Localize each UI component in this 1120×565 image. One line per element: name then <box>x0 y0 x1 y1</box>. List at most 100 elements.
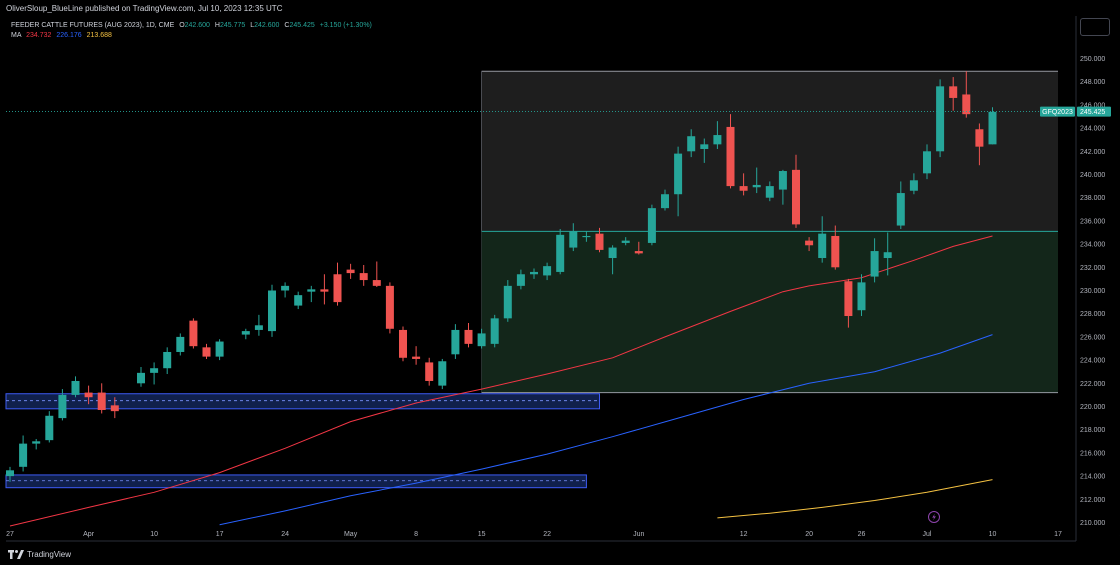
candle <box>909 173 918 195</box>
ma1-value: 234.732 <box>26 32 52 39</box>
zone-blue-box-lower <box>5 474 587 489</box>
candle <box>137 367 145 387</box>
candle-body <box>372 280 381 286</box>
candle <box>726 114 735 189</box>
candle-body <box>752 184 761 188</box>
price-tick-label: 218.000 <box>1080 427 1105 434</box>
candle-body <box>281 285 290 291</box>
ma-line-1 <box>9 235 993 527</box>
time-tick-label: 15 <box>478 531 486 538</box>
candle <box>634 241 643 255</box>
candle-body <box>647 208 656 243</box>
price-tick-label: 240.000 <box>1080 172 1105 179</box>
time-tick-label: Apr <box>83 531 95 538</box>
open-value: 242.600 <box>184 22 210 29</box>
candle-body <box>254 325 263 330</box>
candle <box>870 238 879 283</box>
candle <box>765 181 774 202</box>
candle <box>45 411 54 443</box>
candle <box>569 223 578 252</box>
price-tick-label: 246.000 <box>1080 102 1105 109</box>
last-price-tag-box <box>1077 106 1111 117</box>
candle-body <box>71 380 80 395</box>
time-axis[interactable]: 27Apr101724May81522Jun122026Jul1017242 <box>6 531 1120 538</box>
ma-label[interactable]: MA <box>11 32 22 39</box>
candle <box>831 225 840 270</box>
candle <box>268 284 276 337</box>
candle <box>19 435 28 472</box>
zone-upper-range <box>481 71 1059 232</box>
candle <box>949 77 958 111</box>
time-tick-label: 10 <box>989 531 997 538</box>
price-tick-label: 248.000 <box>1080 79 1105 86</box>
candle <box>333 262 342 306</box>
candle <box>595 227 604 253</box>
candle <box>792 154 800 228</box>
candle-body <box>975 129 984 147</box>
candle-body <box>726 126 735 187</box>
candle-body <box>320 289 329 292</box>
candle-body <box>19 443 28 467</box>
lightning-icon[interactable] <box>928 511 940 523</box>
candle <box>346 263 355 279</box>
candle <box>438 358 447 390</box>
price-chart[interactable]: 210.000 212.000 214.000 216.000 218.000 220.0… <box>0 0 1120 546</box>
candle <box>739 173 748 196</box>
publish-info: OliverSloup_BlueLine published on Tradin… <box>0 0 1120 16</box>
candle-body <box>97 392 106 410</box>
candle-body <box>359 273 368 281</box>
candle-body <box>215 341 224 357</box>
time-tick-label: 12 <box>740 531 748 538</box>
candle-body <box>844 281 853 317</box>
candle <box>97 383 106 414</box>
candle <box>883 232 892 276</box>
chart-settings-button[interactable] <box>1080 18 1110 36</box>
candle <box>202 343 211 359</box>
high-label: H <box>214 22 220 29</box>
candle-body <box>543 266 552 276</box>
candle-body <box>582 235 591 238</box>
price-tick-label: 214.000 <box>1080 474 1105 481</box>
candle-body <box>661 194 669 209</box>
candle <box>778 169 787 205</box>
time-tick-label: 20 <box>805 531 813 538</box>
time-tick-label: 27 <box>6 531 14 538</box>
price-tick-label: 238.000 <box>1080 195 1105 202</box>
candle <box>962 71 971 118</box>
price-tick-label: 242.000 <box>1080 149 1105 156</box>
candle <box>176 333 185 356</box>
zone-lower-range <box>481 231 1059 393</box>
candle <box>896 181 905 230</box>
time-tick-label: May <box>344 531 358 538</box>
candle-body <box>268 290 276 332</box>
price-axis[interactable]: 210.000 212.000 214.000 216.000 218.000 220.0… <box>1080 56 1105 527</box>
candle-body <box>163 351 172 369</box>
candle <box>307 285 316 303</box>
candle <box>556 229 565 275</box>
candle <box>110 397 119 419</box>
candle <box>320 274 329 305</box>
symbol-title[interactable]: FEEDER CATTLE FUTURES (AUG 2023), 1D, CM… <box>11 22 175 29</box>
candle-body <box>110 405 119 412</box>
candle <box>752 167 761 194</box>
candle <box>516 269 525 290</box>
candle-body <box>490 318 499 344</box>
price-tick-label: 220.000 <box>1080 404 1105 411</box>
candle-body <box>241 331 250 335</box>
candle-body <box>202 347 211 357</box>
high-value: 245.775 <box>219 22 246 29</box>
candle-body <box>687 136 696 152</box>
zone-blue-box-upper <box>5 393 600 410</box>
candle <box>359 264 368 286</box>
chart-legend: FEEDER CATTLE FUTURES (AUG 2023), 1D, CM… <box>11 21 372 41</box>
candle-body <box>451 329 460 355</box>
time-tick-label: 8 <box>414 531 418 538</box>
ma2-value: 226.176 <box>56 32 82 39</box>
candle <box>294 291 303 310</box>
candle <box>163 347 172 375</box>
candle-body <box>503 285 512 319</box>
candle <box>477 328 486 349</box>
candle-body <box>150 368 159 373</box>
candle-body <box>962 94 971 115</box>
candle <box>582 231 591 242</box>
